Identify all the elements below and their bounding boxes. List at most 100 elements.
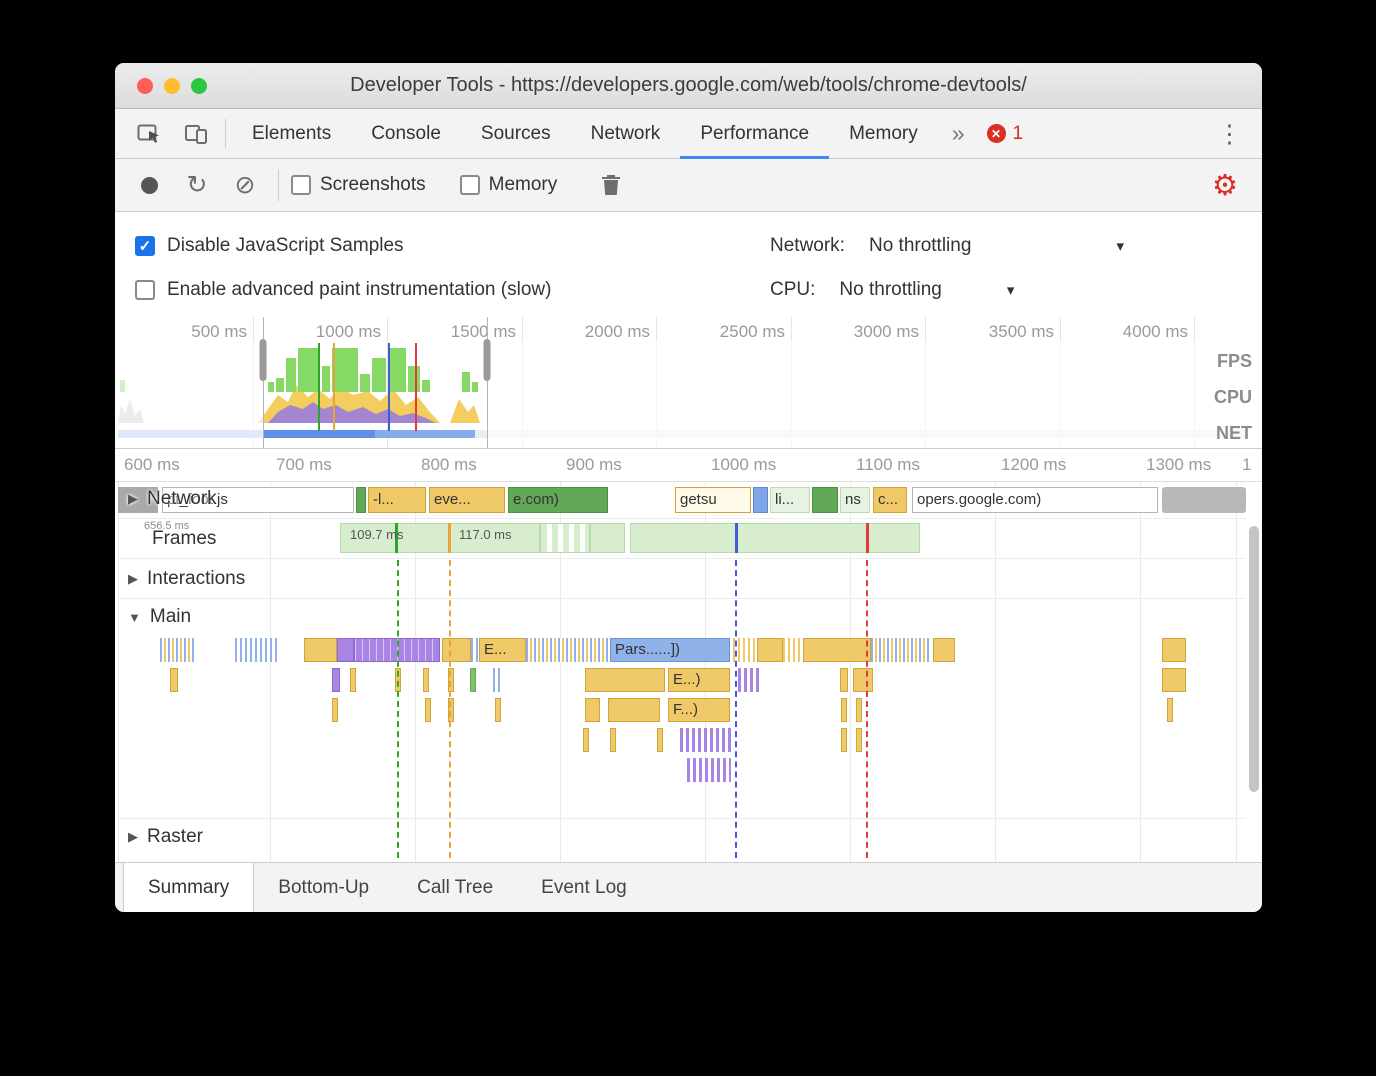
flame-event[interactable] (448, 698, 454, 722)
trash-icon[interactable] (591, 173, 631, 197)
flame-event[interactable] (583, 728, 589, 752)
network-request-bar[interactable]: e.com) (508, 487, 608, 513)
network-request-bar[interactable] (812, 487, 838, 513)
flame-event[interactable] (856, 728, 862, 752)
bottom-tab-summary[interactable]: Summary (123, 863, 255, 912)
flame-event[interactable] (856, 698, 862, 722)
advanced-paint-checkbox[interactable] (135, 280, 155, 300)
cpu-throttle-select[interactable]: No throttling ▾ (839, 279, 1024, 301)
memory-checkbox[interactable] (459, 175, 480, 195)
flame-event[interactable] (803, 638, 871, 662)
close-window-button[interactable] (137, 77, 153, 94)
track-label-network[interactable]: ▶ Network (128, 488, 217, 510)
tab-console[interactable]: Console (371, 122, 441, 144)
vertical-scrollbar[interactable] (1249, 526, 1259, 792)
flame-event[interactable] (738, 668, 760, 692)
selection-left-handle[interactable] (259, 339, 267, 381)
track-label-frames[interactable]: Frames (152, 528, 216, 550)
network-request-bar[interactable] (753, 487, 768, 513)
flame-event[interactable] (170, 668, 178, 692)
record-button[interactable] (141, 176, 158, 194)
reload-and-record-icon[interactable]: ↻ (186, 171, 208, 199)
flame-event[interactable]: E... (479, 638, 526, 662)
devtools-menu-button[interactable]: ⋮ (1217, 119, 1242, 148)
flame-event[interactable]: E...) (668, 668, 730, 692)
flame-event[interactable] (783, 638, 803, 662)
bottom-tab-event-log[interactable]: Event Log (541, 876, 627, 898)
flame-event[interactable] (442, 638, 471, 662)
flame-event[interactable] (585, 668, 665, 692)
flame-event[interactable] (687, 758, 731, 782)
network-request-bar[interactable]: c... (873, 487, 907, 513)
clear-recording-icon[interactable]: ⊘ (234, 171, 256, 199)
flame-event[interactable] (1162, 638, 1186, 662)
bottom-tab-call-tree[interactable]: Call Tree (417, 876, 494, 898)
network-request-bar[interactable] (356, 487, 366, 513)
network-request-bar[interactable] (1162, 487, 1246, 513)
disable-js-samples-checkbox[interactable]: ✓ (135, 236, 155, 256)
flame-event[interactable] (1162, 668, 1186, 692)
inspect-element-icon[interactable] (127, 109, 173, 158)
network-request-bar[interactable]: -l... (368, 487, 426, 513)
flame-event[interactable]: F...) (668, 698, 730, 722)
tab-elements[interactable]: Elements (252, 122, 332, 144)
flame-event[interactable] (933, 638, 955, 662)
flame-event[interactable] (585, 698, 600, 722)
flame-event[interactable] (332, 698, 338, 722)
flame-event[interactable] (425, 698, 431, 722)
flame-event[interactable] (757, 638, 783, 662)
flame-event[interactable] (337, 638, 354, 662)
tab-sources[interactable]: Sources (480, 122, 551, 144)
frame-bar[interactable] (590, 523, 625, 553)
network-throttle-select[interactable]: No throttling ▾ (869, 235, 1134, 257)
more-tabs-button[interactable]: » (951, 120, 965, 146)
flame-event[interactable] (526, 638, 609, 662)
tab-memory[interactable]: Memory (849, 122, 918, 144)
track-label-interactions[interactable]: ▶ Interactions (128, 568, 245, 590)
flame-event[interactable] (448, 668, 454, 692)
flame-event[interactable] (853, 668, 873, 692)
flame-event[interactable] (841, 698, 847, 722)
selection-right-handle[interactable] (483, 339, 491, 381)
device-toolbar-icon[interactable] (173, 109, 219, 158)
flame-event[interactable] (680, 728, 732, 752)
flame-event[interactable] (235, 638, 277, 662)
flame-event[interactable] (423, 668, 429, 692)
network-request-bar[interactable] (118, 487, 158, 513)
flame-event[interactable] (160, 638, 194, 662)
screenshots-checkbox[interactable] (291, 175, 311, 195)
network-request-bar[interactable]: ns (840, 487, 870, 513)
flame-event[interactable] (495, 698, 501, 722)
network-request-bar[interactable]: eve... (429, 487, 505, 513)
flame-event[interactable] (841, 728, 847, 752)
flame-event[interactable] (470, 668, 476, 692)
flame-event[interactable] (871, 638, 929, 662)
flame-event[interactable] (610, 728, 616, 752)
network-request-bar[interactable]: li... (770, 487, 810, 513)
flame-event[interactable] (332, 668, 340, 692)
flame-event[interactable] (471, 638, 479, 662)
console-error-badge[interactable]: ✕ 1 (979, 109, 1032, 158)
minimize-window-button[interactable] (164, 77, 180, 94)
frame-bar[interactable] (340, 523, 540, 553)
zoom-window-button[interactable] (191, 77, 207, 94)
flame-event[interactable]: Pars......]) (610, 638, 730, 662)
track-label-raster[interactable]: ▶ Raster (128, 826, 203, 848)
network-request-bar[interactable]: getsu (675, 487, 751, 513)
flame-event[interactable] (608, 698, 660, 722)
flame-event[interactable] (304, 638, 337, 662)
bottom-tab-bottom-up[interactable]: Bottom-Up (278, 876, 370, 898)
frame-bar[interactable] (630, 523, 920, 553)
flame-event[interactable] (840, 668, 848, 692)
flame-event[interactable] (657, 728, 663, 752)
flame-event[interactable] (493, 668, 503, 692)
timeline-overview[interactable]: 500 ms 1000 ms 1500 ms 2000 ms 2500 ms 3000 m… (115, 317, 1262, 449)
tab-network[interactable]: Network (590, 122, 661, 144)
network-request-bar[interactable]: opers.google.com) (912, 487, 1158, 513)
track-label-main[interactable]: ▼ Main (128, 606, 191, 628)
flame-event[interactable] (733, 638, 757, 662)
settings-gear-icon[interactable]: ⚙ (1212, 169, 1238, 202)
frame-bar[interactable] (540, 523, 590, 553)
flame-event[interactable] (350, 668, 356, 692)
tab-performance[interactable]: Performance (680, 109, 829, 159)
